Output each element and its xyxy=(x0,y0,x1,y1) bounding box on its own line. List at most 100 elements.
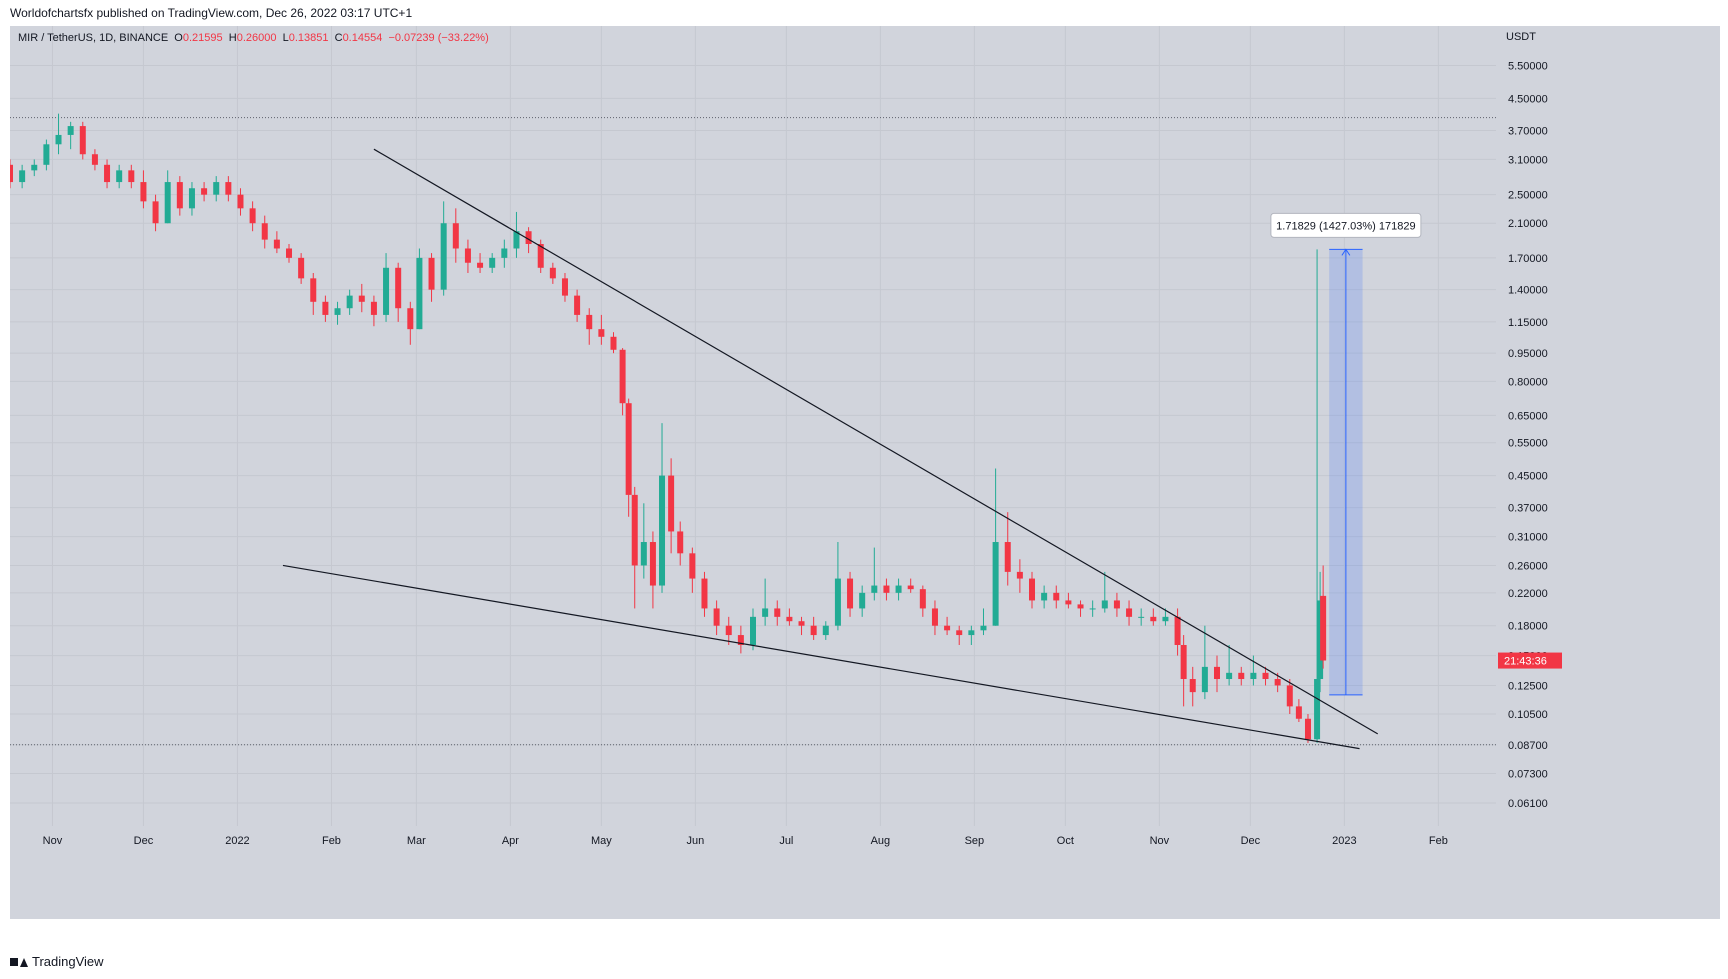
candle-body[interactable] xyxy=(116,170,123,183)
candle-body[interactable] xyxy=(713,608,720,626)
candle-body[interactable] xyxy=(1029,578,1036,601)
candle-body[interactable] xyxy=(883,585,890,593)
candle-body[interactable] xyxy=(358,295,365,302)
candle-body[interactable] xyxy=(286,248,293,258)
candle-body[interactable] xyxy=(1004,542,1011,572)
candle-body[interactable] xyxy=(537,244,544,268)
candle-body[interactable] xyxy=(677,531,684,554)
candle-body[interactable] xyxy=(1162,616,1169,622)
candle-body[interactable] xyxy=(104,164,111,183)
candle-body[interactable] xyxy=(1126,608,1133,617)
candle-body[interactable] xyxy=(561,278,568,296)
candle-body[interactable] xyxy=(164,182,171,224)
candle-body[interactable] xyxy=(346,295,353,309)
candle-body[interactable] xyxy=(1250,672,1257,680)
candle-body[interactable] xyxy=(992,542,999,626)
candle-body[interactable] xyxy=(1238,672,1245,680)
candle-body[interactable] xyxy=(249,208,256,224)
candle-body[interactable] xyxy=(834,578,841,626)
candle-body[interactable] xyxy=(261,223,268,240)
candle-body[interactable] xyxy=(847,578,854,609)
candle-body[interactable] xyxy=(1201,666,1208,693)
candle-body[interactable] xyxy=(1262,672,1269,680)
candle-body[interactable] xyxy=(786,616,793,622)
candle-body[interactable] xyxy=(298,257,305,279)
candle-body[interactable] xyxy=(980,625,987,631)
candle-body[interactable] xyxy=(310,278,317,302)
candle-body[interactable] xyxy=(1113,600,1120,609)
candle-body[interactable] xyxy=(631,494,638,566)
candle-body[interactable] xyxy=(1138,616,1145,618)
candle-body[interactable] xyxy=(649,542,656,586)
candle-body[interactable] xyxy=(619,349,626,404)
candle-body[interactable] xyxy=(549,267,556,279)
candle-body[interactable] xyxy=(383,267,390,315)
candle-body[interactable] xyxy=(1065,600,1072,605)
candle-body[interactable] xyxy=(1077,604,1084,609)
candle-body[interactable] xyxy=(416,257,423,330)
candle-body[interactable] xyxy=(334,308,341,315)
candle-body[interactable] xyxy=(1213,666,1220,680)
price-chart[interactable]: Nov Dec 2022 Feb Mar Apr May Jun Jul Aug Sep Oct Nov… xyxy=(10,26,1720,919)
candle-body[interactable] xyxy=(956,630,963,636)
candle-body[interactable] xyxy=(31,164,38,171)
candle-body[interactable] xyxy=(225,182,232,195)
candle-body[interactable] xyxy=(798,621,805,626)
candle-body[interactable] xyxy=(1320,595,1327,661)
candle-body[interactable] xyxy=(750,616,756,645)
candle-body[interactable] xyxy=(701,578,708,609)
candle-body[interactable] xyxy=(464,248,471,263)
candle-body[interactable] xyxy=(79,126,86,155)
candle-body[interactable] xyxy=(370,301,377,315)
candle-body[interactable] xyxy=(140,182,147,202)
candle-body[interactable] xyxy=(1286,685,1293,707)
candle-body[interactable] xyxy=(640,542,647,566)
candle-body[interactable] xyxy=(598,329,605,337)
candle-body[interactable] xyxy=(737,635,744,645)
candle-body[interactable] xyxy=(501,248,508,258)
candle-body[interactable] xyxy=(440,223,447,290)
candle-body[interactable] xyxy=(10,164,13,183)
candle-body[interactable] xyxy=(625,403,632,495)
candle-body[interactable] xyxy=(944,625,951,631)
candle-body[interactable] xyxy=(188,188,195,209)
candle-body[interactable] xyxy=(1304,718,1311,740)
candle-body[interactable] xyxy=(273,239,280,249)
candle-body[interactable] xyxy=(322,301,329,315)
candle-body[interactable] xyxy=(774,608,781,617)
candle-body[interactable] xyxy=(610,336,617,350)
candle-body[interactable] xyxy=(668,475,675,532)
footer-brand[interactable]: TradingView xyxy=(10,954,104,969)
candle-body[interactable] xyxy=(1101,600,1108,609)
candle-body[interactable] xyxy=(128,170,135,183)
candle-body[interactable] xyxy=(452,223,459,249)
candle-body[interactable] xyxy=(871,585,878,593)
candle-body[interactable] xyxy=(91,154,98,165)
candle-body[interactable] xyxy=(907,585,914,590)
candle-body[interactable] xyxy=(1174,616,1181,645)
candle-body[interactable] xyxy=(19,170,26,183)
candle-body[interactable] xyxy=(968,630,975,636)
chart-area[interactable]: MIR / TetherUS, 1D, BINANCE O0.21595 H0.… xyxy=(10,26,1720,919)
candle-body[interactable] xyxy=(931,608,938,626)
candle-body[interactable] xyxy=(586,314,593,330)
candle-body[interactable] xyxy=(822,625,829,636)
candle-body[interactable] xyxy=(43,144,50,165)
candle-body[interactable] xyxy=(477,262,484,268)
candle-body[interactable] xyxy=(810,625,817,636)
candle-body[interactable] xyxy=(659,475,666,586)
trendline-lower[interactable] xyxy=(282,564,1360,750)
candle-body[interactable] xyxy=(1274,679,1281,686)
candle-body[interactable] xyxy=(1041,592,1048,601)
candle-body[interactable] xyxy=(762,608,769,617)
candle-body[interactable] xyxy=(176,182,183,209)
candle-body[interactable] xyxy=(67,126,74,135)
candle-body[interactable] xyxy=(395,267,402,309)
candle-body[interactable] xyxy=(152,201,159,224)
candle-body[interactable] xyxy=(237,194,244,209)
candle-body[interactable] xyxy=(489,257,496,268)
candle-body[interactable] xyxy=(1189,679,1196,693)
symbol-name[interactable]: MIR / TetherUS, 1D, BINANCE xyxy=(18,32,169,44)
candle-body[interactable] xyxy=(859,592,866,609)
candle-body[interactable] xyxy=(689,553,696,579)
